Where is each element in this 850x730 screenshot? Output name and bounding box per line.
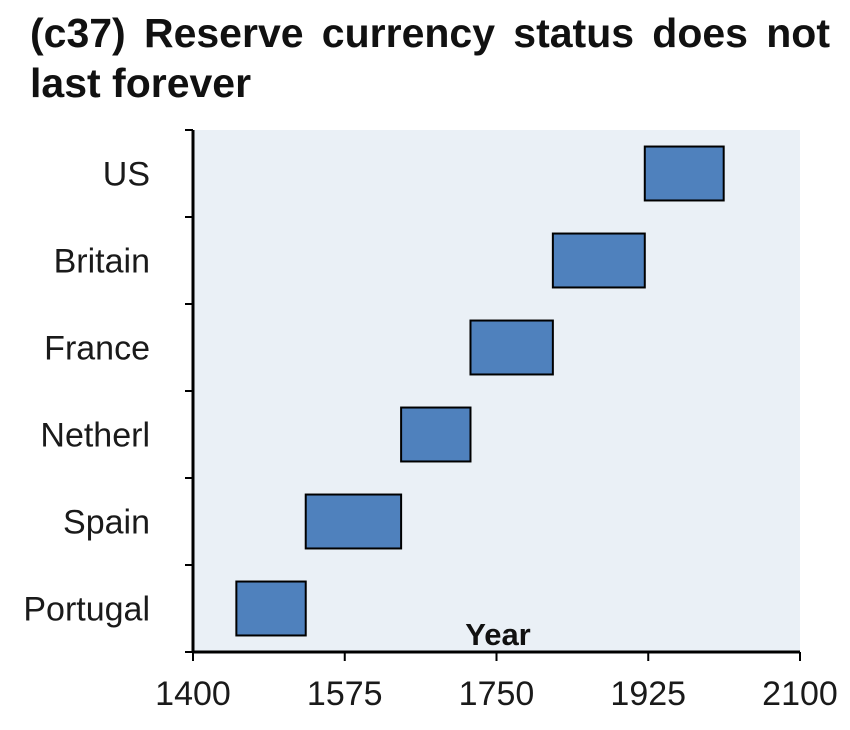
bar-britain <box>551 232 646 289</box>
bar-netherl <box>400 406 472 463</box>
plot-area <box>193 130 800 652</box>
category-label-portugal: Portugal <box>23 591 150 629</box>
category-label-spain: Spain <box>63 504 150 542</box>
tick-labels: 1400 1575 1750 1925 2100 <box>155 675 838 713</box>
chart-title: (c37) Reserve currency status does not l… <box>30 10 830 106</box>
x-tick-label-2100: 2100 <box>762 675 838 713</box>
bar-spain <box>304 493 403 550</box>
x-tick-label-1750: 1750 <box>459 675 535 713</box>
bar-portugal <box>235 580 307 637</box>
category-labels: US Britain France Netherl Spain Portugal <box>23 156 150 629</box>
x-axis-title: Year <box>465 617 531 652</box>
x-tick-label-1575: 1575 <box>307 675 383 713</box>
bars <box>235 145 725 637</box>
bar-us <box>643 145 725 202</box>
y-ticks <box>185 129 193 653</box>
category-label-france: France <box>44 330 150 368</box>
bar-france <box>469 319 554 376</box>
x-ticks <box>192 652 801 661</box>
x-tick-label-1400: 1400 <box>155 675 231 713</box>
category-label-netherl: Netherl <box>40 417 150 455</box>
x-tick-label-1925: 1925 <box>610 675 686 713</box>
category-label-us: US <box>103 156 150 194</box>
category-label-britain: Britain <box>54 243 150 281</box>
